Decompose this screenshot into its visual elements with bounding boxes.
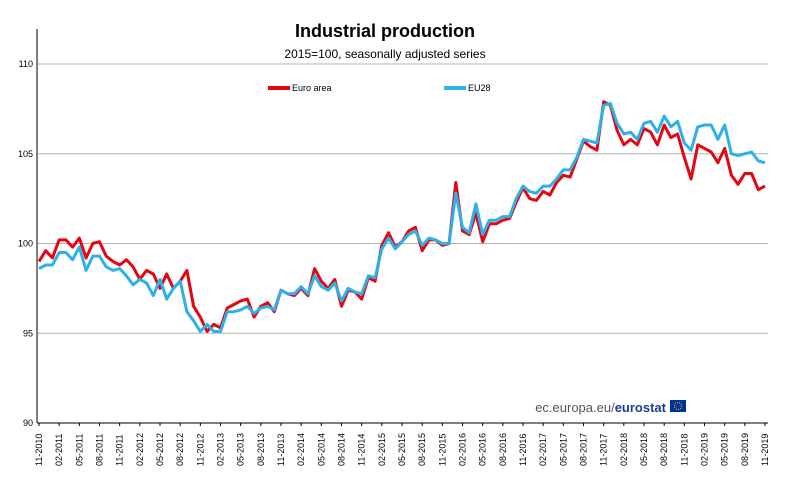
x-tick-label: 11-2018 [679,434,689,466]
x-tick-label: 02-2014 [296,433,306,466]
x-tick-label: 05-2015 [397,433,407,466]
x-tick-label: 11-2012 [195,434,205,466]
x-tick-label: 02-2017 [538,433,548,466]
x-tick-label: 08-2018 [659,433,669,466]
y-tick-label: 110 [19,59,33,69]
x-tick-label: 05-2014 [316,433,326,466]
x-axis: 11-2010 02-2011 05-2011 08-2011 11-2011 02-20… [34,422,770,466]
x-tick-label: 05-2012 [155,433,165,466]
x-tick-label: 02-2011 [54,434,64,466]
x-tick-label: 11-2017 [599,434,609,466]
x-tick-label: 05-2011 [74,434,84,466]
x-tick-label: 11-2013 [276,434,286,466]
x-tick-label: 11-2016 [518,434,528,466]
legend: Euro area EU28 [268,83,491,93]
x-tick-label: 02-2018 [619,433,629,466]
x-tick-label: 05-2018 [639,433,649,466]
x-tick-label: 11-2010 [34,434,44,466]
eu-flag-icon [670,400,686,412]
source-credit: ec.europa.eu/eurostat [535,400,686,415]
chart-subtitle: 2015=100, seasonally adjusted series [284,47,485,61]
series-line-eu28 [38,102,766,333]
series-lines [37,100,766,333]
series-line-euro-area [37,100,766,333]
x-tick-label: 11-2015 [437,434,447,466]
x-tick-label: 02-2016 [458,433,468,466]
x-tick-label: 08-2016 [498,433,508,466]
x-tick-label: 05-2016 [478,433,488,466]
x-tick-label: 08-2019 [740,433,750,466]
x-tick-label: 08-2017 [579,433,589,466]
x-tick-label: 02-2019 [700,433,710,466]
x-tick-label: 05-2017 [558,433,568,466]
legend-label: EU28 [468,83,491,93]
y-tick-label: 105 [18,149,33,159]
x-tick-label: 08-2012 [175,433,185,466]
gridlines [37,63,768,334]
x-tick-label: 11-2019 [760,434,770,466]
source-url: ec.europa.eu/ [535,400,615,415]
x-tick-label: 02-2013 [216,433,226,466]
svg-text:ec.europa.eu/eurostat: ec.europa.eu/eurostat [535,400,666,415]
chart-title: Industrial production [295,21,475,41]
x-tick-label: 05-2013 [236,433,246,466]
legend-label: Euro area [292,83,332,93]
x-tick-label: 05-2019 [720,433,730,466]
y-tick-label: 95 [23,328,33,338]
x-tick-label: 11-2011 [115,434,125,466]
eu-stars-icon [674,402,682,410]
x-tick-label: 08-2015 [417,433,427,466]
x-tick-label: 08-2014 [337,433,347,466]
y-tick-label: 90 [23,418,33,428]
y-axis: 90 95 100 105 110 [18,29,38,428]
x-tick-label: 02-2012 [135,433,145,466]
x-tick-label: 11-2014 [357,434,367,466]
y-tick-label: 100 [18,239,33,249]
x-tick-label: 08-2013 [256,433,266,466]
source-brand: eurostat [615,400,667,415]
x-tick-label: 08-2011 [95,434,105,466]
x-tick-label: 02-2015 [377,433,387,466]
